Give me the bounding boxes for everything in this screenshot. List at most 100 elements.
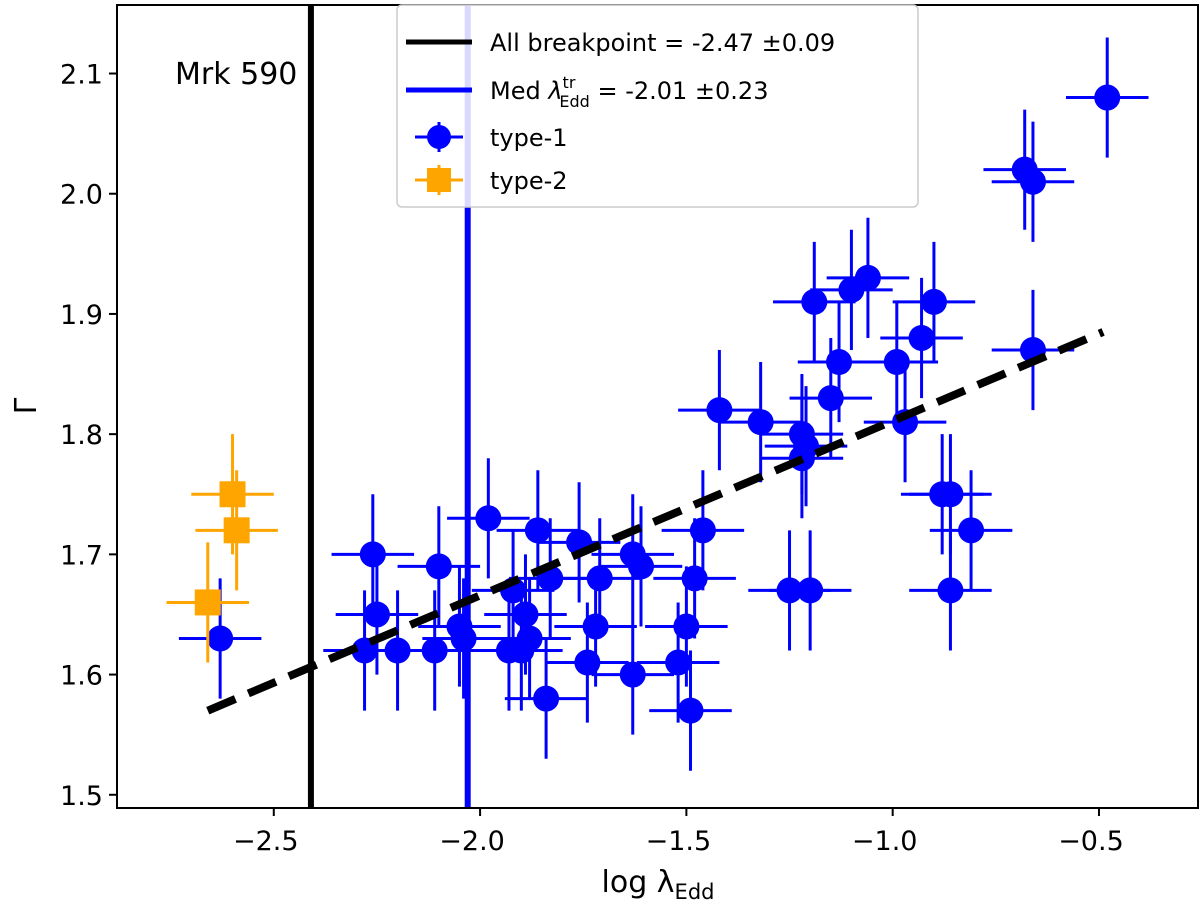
type-1-point [1065, 37, 1149, 158]
type-1-point [880, 277, 963, 399]
x-tick-label: −2.5 [233, 826, 299, 857]
legend-box [396, 4, 919, 208]
type-1-point [504, 638, 588, 759]
type-1-point [855, 301, 939, 423]
marker-circle [421, 637, 448, 664]
marker-circle [586, 565, 613, 592]
y-tick-label: 1.5 [60, 781, 103, 812]
marker-circle [673, 613, 700, 640]
annotation-mrk590: Mrk 590 [175, 57, 297, 92]
type-1-point [331, 494, 415, 615]
type-1-point [719, 362, 802, 483]
type-2-point [166, 542, 250, 663]
marker-circle [747, 409, 774, 436]
marker-circle [838, 276, 865, 303]
type-2-point [195, 470, 278, 591]
type-1-point [546, 602, 629, 723]
y-tick-label: 1.8 [60, 420, 103, 451]
type-1-point [863, 362, 947, 483]
type-1-point [789, 337, 873, 459]
marker-circle [1019, 168, 1046, 195]
marker-circle [826, 349, 853, 376]
marker-circle [677, 697, 704, 724]
legend: All breakpoint = -2.47 ±0.09 Med λtr Edd … [396, 4, 919, 208]
legend-type2-label: type-2 [490, 167, 568, 195]
type-1-point [991, 121, 1075, 242]
marker-circle [574, 649, 601, 676]
type-1-point [678, 350, 761, 471]
marker-circle [1094, 84, 1121, 111]
type-1-point [636, 602, 720, 723]
marker-circle [689, 517, 716, 544]
marker-circle [937, 481, 964, 508]
type-1-point [599, 506, 683, 627]
marker-circle [665, 649, 692, 676]
legend-type2-marker [415, 165, 463, 195]
type-1-point [909, 530, 992, 651]
svg-text:log λEdd: log λEdd [602, 865, 715, 904]
marker-circle [627, 553, 654, 580]
legend-breakpoint-label: All breakpoint = -2.47 ±0.09 [490, 29, 835, 57]
x-tick-label: −2.0 [439, 826, 505, 857]
x-tick-label: −0.5 [1058, 826, 1124, 857]
marker-circle [883, 349, 910, 376]
y-tick-label: 1.9 [60, 300, 103, 331]
marker-circle [817, 385, 844, 412]
marker-circle [425, 553, 452, 580]
type-1-point [471, 530, 555, 651]
marker-circle [797, 577, 824, 604]
type-1-point [397, 506, 481, 627]
marker-circle [533, 685, 560, 712]
type-1-point [810, 229, 893, 351]
marker-circle [475, 505, 502, 532]
y-tick-label: 2.0 [60, 180, 103, 211]
marker-circle [359, 541, 386, 568]
marker-circle [920, 288, 947, 315]
marker-circle [207, 625, 234, 652]
marker-circle [908, 324, 935, 351]
marker-circle [681, 565, 708, 592]
fit-line-dashed [206, 328, 1105, 715]
type-1-point [447, 458, 530, 579]
type-1-point [480, 590, 563, 711]
x-axis-label: log λEdd [602, 865, 715, 904]
marker-circle [619, 661, 646, 688]
legend-type1-marker [415, 122, 463, 152]
marker-circle [524, 517, 551, 544]
marker-square [223, 517, 250, 544]
marker-circle [512, 601, 539, 628]
marker-square [194, 589, 221, 616]
y-tick-label: 1.7 [60, 540, 103, 571]
type-1-point [892, 241, 976, 363]
marker-square [219, 481, 246, 508]
type-1-point [488, 578, 571, 699]
legend-median-label: Med λtr Edd = -2.01 ±0.23 [490, 73, 768, 111]
type-1-point [591, 614, 675, 735]
marker-circle [706, 397, 733, 424]
x-tick-label: −1.5 [646, 826, 712, 857]
x-axis-label-sub: Edd [675, 880, 715, 904]
type-1-point [929, 470, 1013, 591]
plot-area [166, 5, 1149, 808]
x-axis-label-base: log λ [602, 865, 675, 900]
marker-circle [450, 625, 477, 652]
type-1-point [768, 530, 852, 651]
type-1-point [591, 494, 675, 615]
marker-circle [363, 601, 390, 628]
type-1-point [773, 241, 856, 363]
y-axis-label: Γ [9, 397, 44, 414]
marker-circle [937, 577, 964, 604]
axes: −2.5 −2.0 −1.5 −1.0 −0.5 1.5 1.6 1.7 1.8 1.9 2.0 2.… [60, 60, 1124, 857]
type-1-point [335, 554, 419, 675]
marker-circle [801, 288, 828, 315]
marker-circle [582, 613, 609, 640]
y-tick-label: 1.6 [60, 661, 103, 692]
marker-circle [508, 637, 535, 664]
x-tick-label: −1.0 [852, 826, 918, 857]
legend-type1-label: type-1 [490, 124, 568, 152]
type-1-point [649, 650, 732, 771]
type-1-point [983, 109, 1066, 230]
marker-circle [958, 517, 985, 544]
type-1-point [558, 518, 641, 639]
